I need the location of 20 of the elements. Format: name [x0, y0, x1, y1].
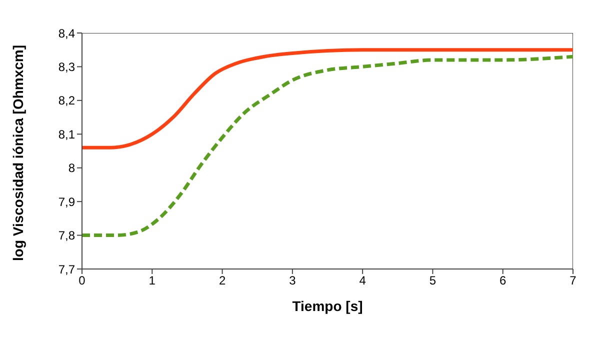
- y-tick-label: 8: [68, 161, 76, 176]
- x-tick-label: 3: [289, 274, 296, 288]
- y-tick-label: 7,9: [58, 194, 76, 209]
- y-tick-label: 8,2: [58, 94, 76, 108]
- y-tick-label: 8,3: [58, 60, 76, 74]
- y-tick-label: 7,8: [58, 228, 76, 243]
- x-tick-label: 7: [570, 274, 577, 288]
- y-tick-label: 8,4: [58, 26, 76, 40]
- y-tick-label: 8,1: [58, 127, 76, 142]
- x-tick-label: 0: [78, 274, 86, 288]
- x-axis-title: Tiempo [s]: [292, 298, 363, 314]
- x-tick-label: 4: [359, 274, 366, 288]
- x-tick-label: 6: [500, 274, 507, 288]
- y-tick-label: 7,7: [58, 262, 76, 276]
- line-series: [82, 48, 573, 150]
- line-series: [82, 54, 573, 238]
- y-axis-title: log Viscosidad iónica [Ohmxcm]: [10, 44, 26, 261]
- x-tick-label: 2: [218, 274, 226, 288]
- x-tick-label: 1: [148, 274, 156, 288]
- x-tick-label: 5: [429, 274, 436, 288]
